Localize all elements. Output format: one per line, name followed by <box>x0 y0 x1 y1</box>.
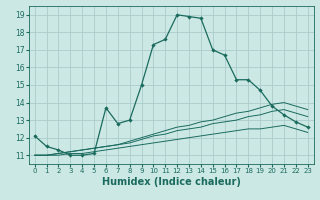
X-axis label: Humidex (Indice chaleur): Humidex (Indice chaleur) <box>102 177 241 187</box>
